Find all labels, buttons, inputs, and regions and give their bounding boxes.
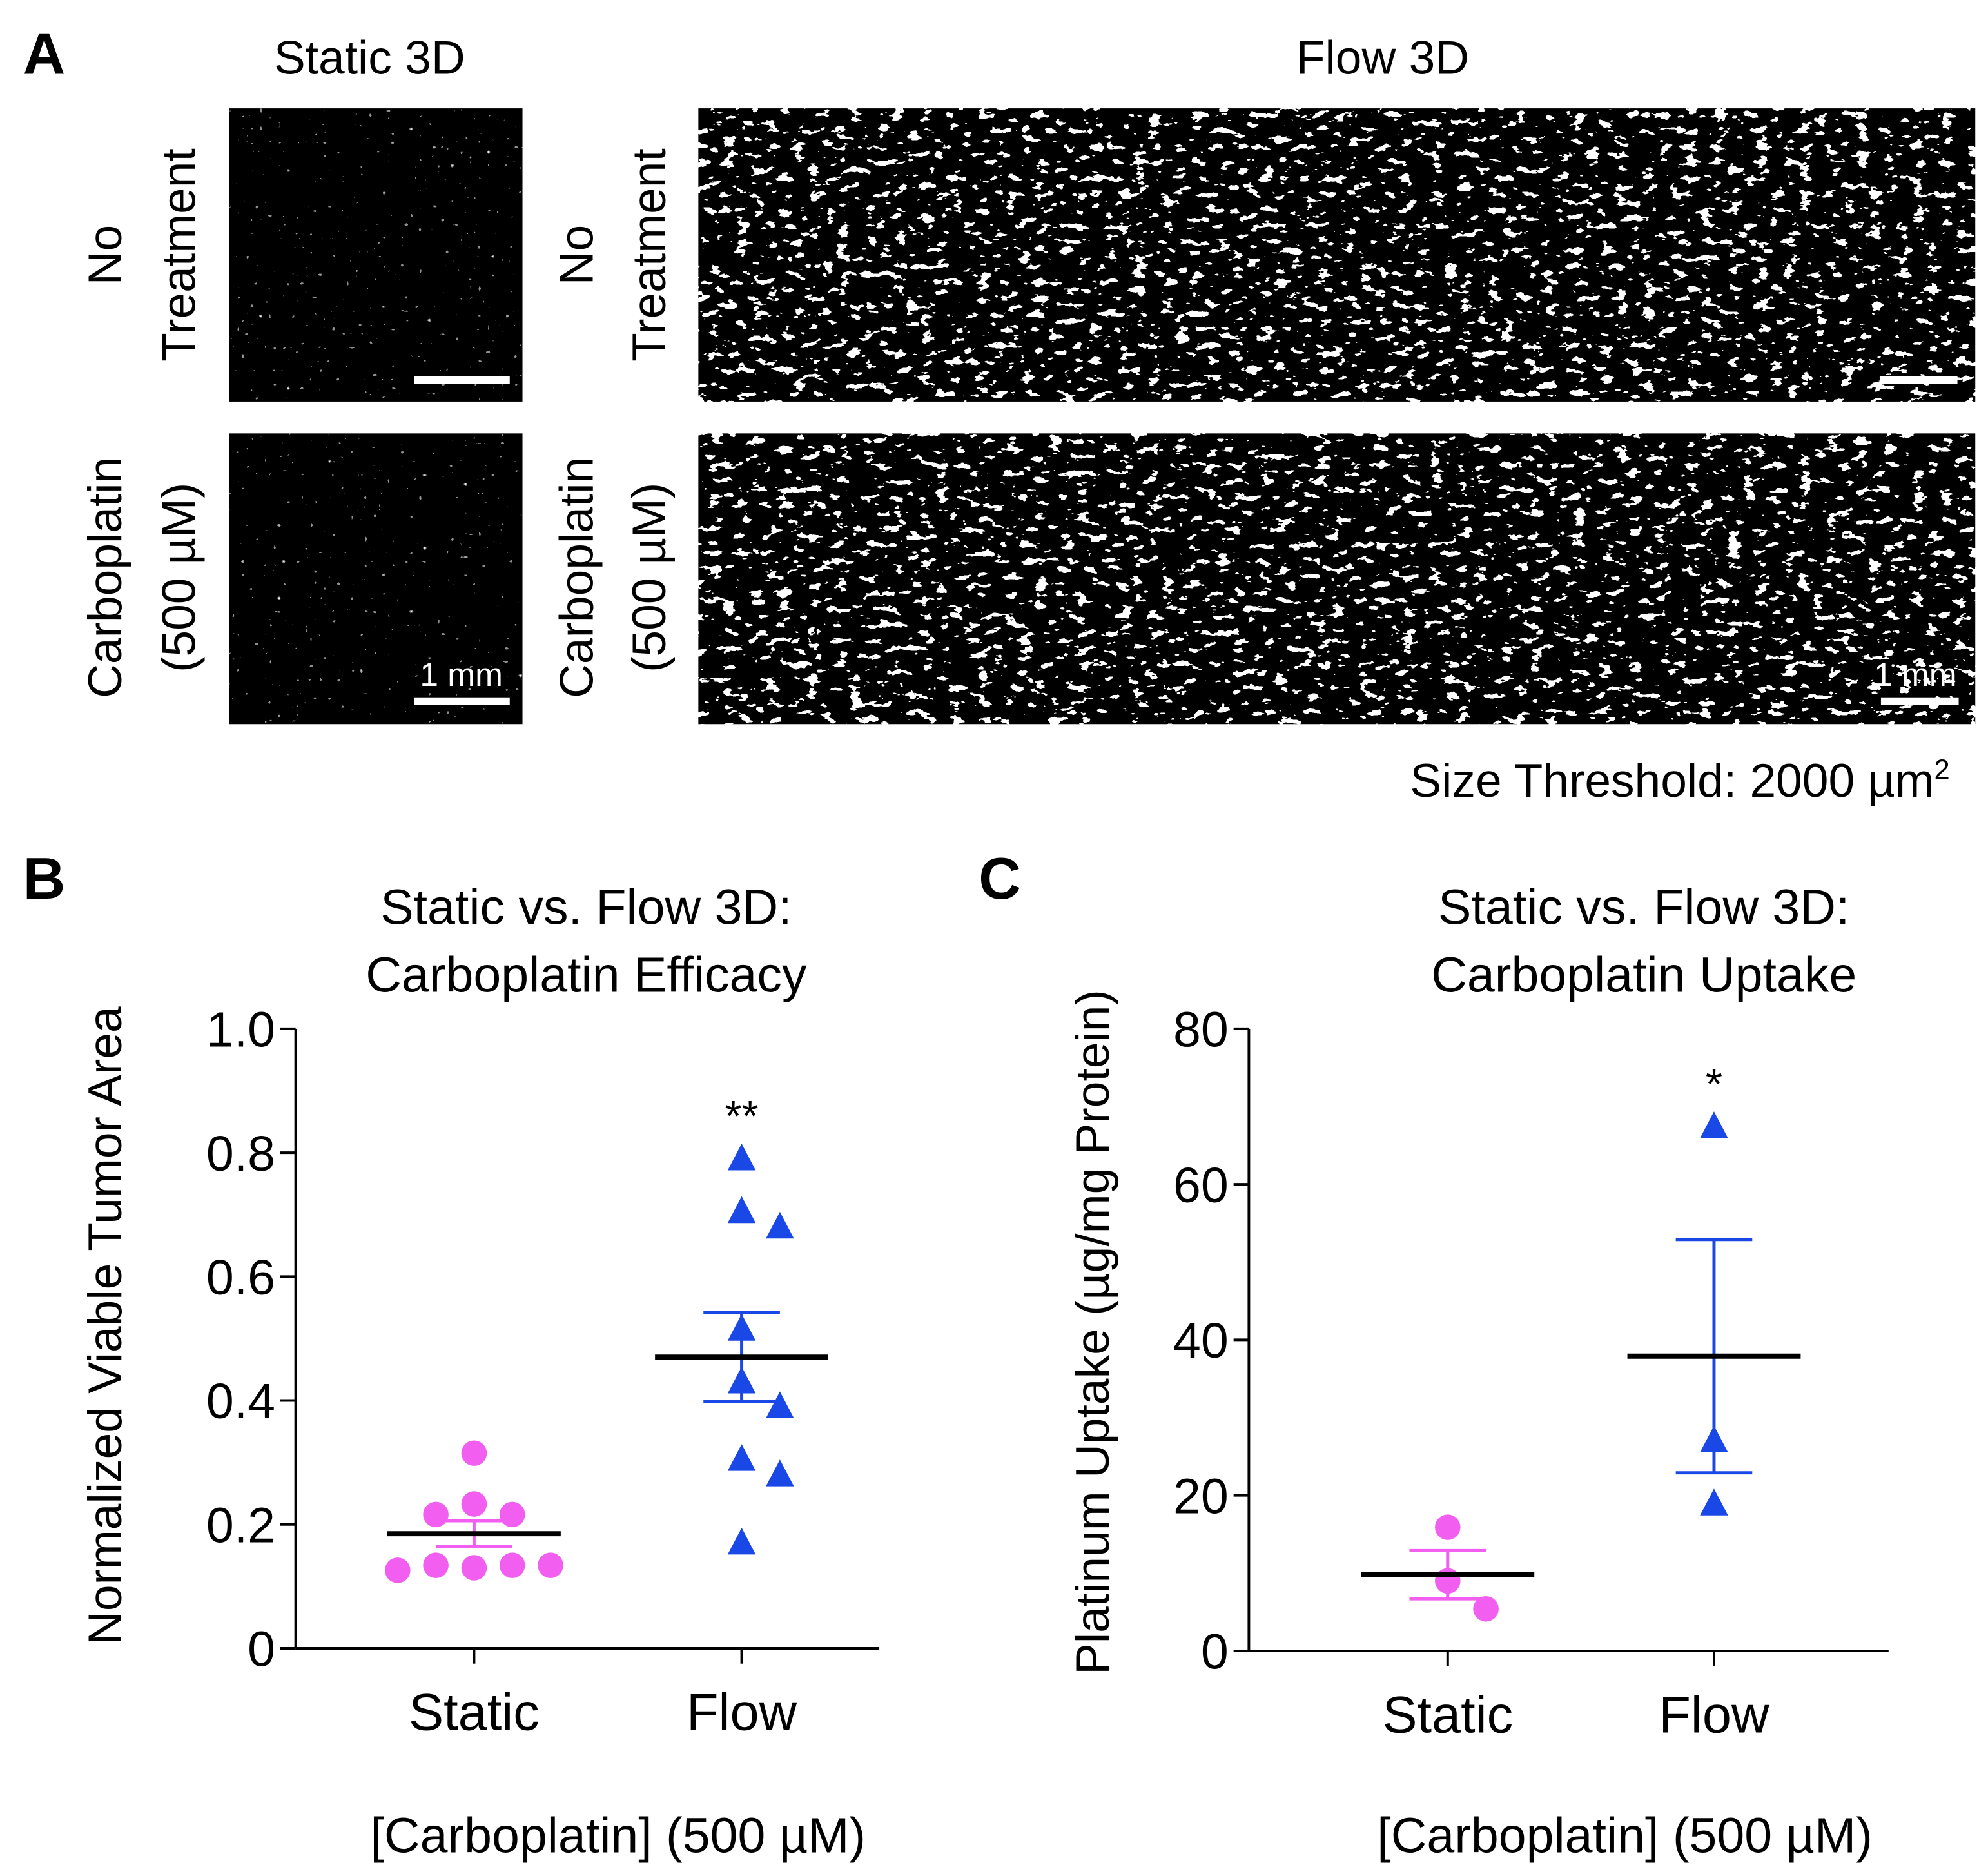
panel-label: C — [979, 846, 1021, 912]
y-tick-label: 60 — [1173, 1158, 1229, 1213]
y-tick-label: 0.4 — [206, 1374, 275, 1429]
y-tick-label: 1.0 — [206, 1002, 275, 1058]
significance-label: * — [1706, 1060, 1722, 1108]
significance-label: ** — [725, 1092, 758, 1140]
x-tick-label: Flow — [687, 1684, 797, 1742]
data-point — [499, 1501, 525, 1528]
x-axis-label: [Carboplatin] (500 µM) — [371, 1808, 866, 1863]
chart-title: Static vs. Flow 3D: — [380, 880, 792, 935]
y-tick-label: 80 — [1173, 1002, 1229, 1058]
y-tick-label: 0 — [1201, 1625, 1229, 1680]
column-title: Static 3D — [274, 32, 465, 84]
data-point — [727, 1143, 756, 1171]
y-tick-label: 40 — [1173, 1313, 1229, 1369]
threshold-superscript: 2 — [1934, 754, 1950, 785]
y-axis-label: Normalized Viable Tumor Area — [79, 1006, 132, 1645]
y-tick-label: 0 — [248, 1622, 275, 1677]
x-axis-label: [Carboplatin] (500 µM) — [1377, 1808, 1873, 1863]
row-label: (500 µM) — [623, 483, 676, 672]
micrograph — [229, 108, 523, 402]
row-label: No — [550, 225, 603, 286]
column-title: Flow 3D — [1296, 32, 1469, 84]
data-point — [499, 1552, 525, 1578]
micrograph — [698, 108, 1976, 402]
scale-bar-label: 1 mm — [1874, 656, 1956, 693]
data-point — [461, 1555, 487, 1581]
micrograph — [698, 433, 1976, 725]
scale-bar-label: 1 mm — [420, 656, 502, 693]
row-label: Treatment — [623, 148, 676, 362]
chart-title: Carboplatin Uptake — [1431, 948, 1856, 1003]
chart-title: Static vs. Flow 3D: — [1438, 880, 1849, 935]
data-point — [727, 1527, 756, 1555]
data-point — [727, 1196, 756, 1224]
data-point — [1700, 1488, 1728, 1516]
y-tick-label: 0.2 — [206, 1498, 275, 1553]
data-point — [538, 1552, 563, 1578]
data-point — [766, 1391, 794, 1418]
x-tick-label: Static — [1382, 1686, 1513, 1744]
threshold-note: Size Threshold: 2000 µm2 — [1410, 754, 1949, 807]
data-point — [423, 1552, 449, 1578]
data-point — [727, 1444, 756, 1471]
y-tick-label: 0.6 — [206, 1250, 275, 1305]
y-axis-label: Platinum Uptake (µg/mg Protein) — [1066, 990, 1119, 1675]
data-point — [766, 1211, 794, 1239]
x-tick-label: Static — [409, 1684, 540, 1742]
threshold-text: Size Threshold: 2000 µm — [1410, 754, 1934, 807]
row-label: Treatment — [152, 148, 205, 362]
data-point — [423, 1501, 449, 1528]
data-point — [1700, 1111, 1728, 1138]
data-point — [461, 1491, 487, 1517]
row-label: (500 µM) — [152, 483, 205, 672]
micrograph — [229, 433, 523, 725]
data-point — [1435, 1514, 1461, 1540]
y-tick-label: 20 — [1173, 1469, 1229, 1524]
panel-label: B — [23, 846, 66, 912]
data-point — [766, 1459, 794, 1487]
row-label: No — [79, 225, 132, 286]
data-point — [385, 1557, 411, 1583]
x-tick-label: Flow — [1659, 1686, 1769, 1744]
y-tick-label: 0.8 — [206, 1126, 275, 1182]
row-label: Carboplatin — [79, 457, 132, 698]
data-point — [461, 1440, 487, 1467]
row-label: Carboplatin — [550, 457, 603, 698]
panel-label: A — [23, 22, 66, 87]
chart-title: Carboplatin Efficacy — [365, 948, 807, 1003]
data-point — [1473, 1596, 1499, 1622]
